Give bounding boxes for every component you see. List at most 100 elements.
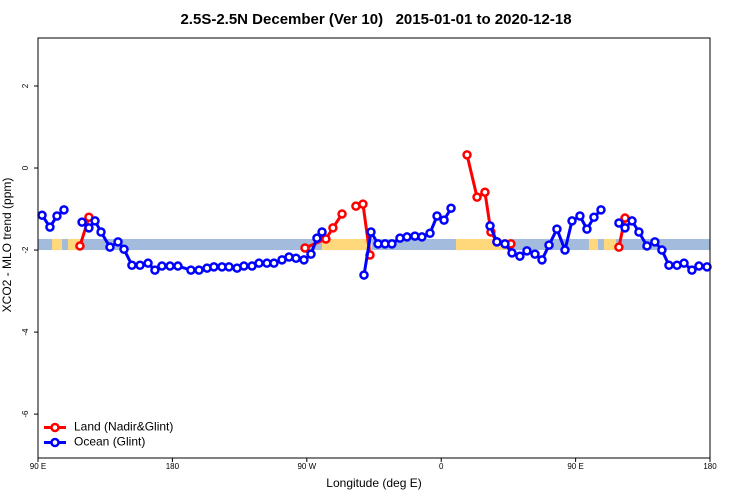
data-point [366,227,376,237]
data-point [402,232,412,242]
x-axis-title: Longitude (deg E) [326,476,421,490]
data-point [165,261,175,271]
data-point [417,232,427,242]
data-point [269,258,279,268]
data-point [589,212,599,222]
data-point [337,209,347,219]
data-point [472,192,482,202]
data-point [567,216,577,226]
y-axis-title: XCO2 - MLO trend (ppm) [0,178,14,313]
data-point [105,242,115,252]
data-point [642,241,652,251]
x-tick-label: 180 [166,462,180,471]
data-point [239,261,249,271]
data-point [522,246,532,256]
land-span [455,238,512,251]
data-point [582,224,592,234]
data-point [173,261,183,271]
legend-label: Land (Nadir&Glint) [74,420,173,434]
data-point [45,222,55,232]
data-point [650,237,660,247]
y-tick-label: -6 [21,410,30,418]
data-point [694,261,704,271]
land-span [322,238,372,251]
data-point [530,249,540,259]
data-point [209,262,219,272]
data-point [127,260,137,270]
data-point [439,215,449,225]
data-point [37,210,47,220]
data-point [150,265,160,275]
data-point [507,248,517,258]
data-point [425,228,435,238]
legend-label: Ocean (Glint) [74,435,145,449]
data-point [157,261,167,271]
land-span [68,238,80,251]
data-point [254,258,264,268]
data-point [96,227,106,237]
data-point [119,244,129,254]
data-point [446,203,456,213]
x-tick-label: 90 E [567,462,583,471]
data-point [194,265,204,275]
data-point [560,245,570,255]
data-point [537,255,547,265]
x-tick-label: 180 [703,462,717,471]
data-point [515,251,525,261]
x-tick-label: 90 E [30,462,46,471]
data-point [679,258,689,268]
data-point [687,265,697,275]
data-point [77,217,87,227]
data-point [291,253,301,264]
data-point [492,237,502,247]
y-tick-label: 2 [21,83,30,88]
data-point [312,233,322,243]
data-point [321,234,331,244]
data-point [135,260,145,270]
data-point [620,223,630,233]
data-point [614,218,624,228]
data-point [480,187,490,197]
data-point [59,205,69,215]
data-point [485,221,495,231]
data-point [90,216,100,226]
data-point [186,265,196,275]
land-span [588,238,598,251]
data-point [113,237,123,247]
series-line [617,217,627,248]
data-point [299,255,309,265]
data-point [358,199,368,209]
data-point [387,239,397,249]
chart-title: 2.5S-2.5N December (Ver 10) 2015-01-01 t… [180,11,571,28]
data-point [359,270,369,280]
series-line [488,208,603,263]
data-point [224,262,234,272]
y-tick-label: -2 [21,246,30,254]
data-point [306,249,316,259]
data-point [702,262,712,272]
data-point [627,216,637,226]
y-tick-label: 0 [21,165,30,170]
data-point [52,211,62,221]
data-point [664,260,674,270]
data-point [596,205,606,215]
data-point [432,211,442,221]
legend-marker [50,437,60,448]
data-point [575,211,585,221]
series-line [78,216,91,247]
data-point [75,241,85,251]
data-point [317,227,327,237]
data-point [300,243,310,253]
land-span [52,238,63,251]
data-point [657,245,667,255]
data-point [500,239,510,249]
x-tick-label: 0 [439,462,444,471]
data-point [614,242,624,252]
land-span [603,238,616,251]
data-point [552,224,562,234]
data-point [634,227,644,237]
data-point [462,150,472,160]
x-tick-label: 90 W [297,462,316,471]
